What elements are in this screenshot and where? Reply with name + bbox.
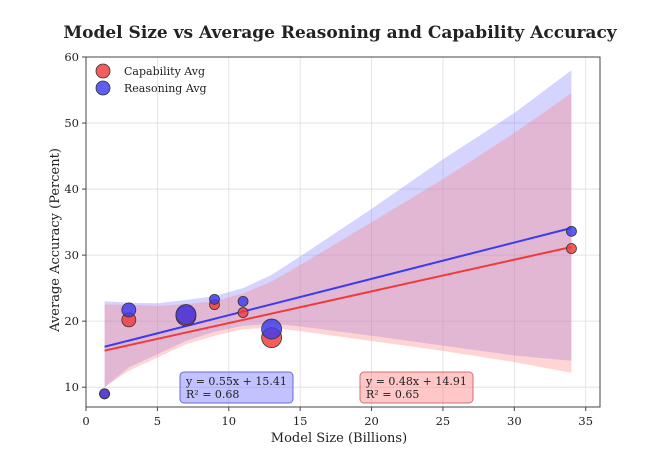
x-tick-label: 5: [154, 414, 161, 428]
axes: [82, 56, 601, 411]
equation-box: [359, 371, 474, 404]
point-capability: [566, 243, 577, 254]
y-tick-label: 50: [64, 116, 79, 130]
r2-text: R² = 0.65: [366, 388, 419, 401]
point-reasoning: [121, 302, 137, 318]
x-tick-label: 30: [507, 414, 522, 428]
y-tick-label: 40: [64, 182, 79, 196]
chart-title: Model Size vs Average Reasoning and Capa…: [63, 23, 617, 43]
x-axis-label: Model Size (Billions): [271, 431, 407, 446]
point-reasoning: [237, 295, 249, 307]
legend-label: Capability Avg: [124, 65, 205, 78]
confidence-band-capability: [104, 93, 572, 388]
fit-line-reasoning: [104, 227, 572, 348]
x-tick-label: 0: [82, 414, 89, 428]
point-reasoning: [99, 388, 110, 400]
equation-box: [179, 371, 294, 404]
point-reasoning: [566, 225, 577, 237]
confidence-band-reasoning: [104, 70, 572, 388]
y-tick-label: 20: [64, 314, 79, 328]
plot-frame: [85, 56, 601, 408]
x-tick-label: 20: [364, 414, 379, 428]
fit-line-capability: [104, 246, 572, 352]
x-tick-label: 10: [221, 414, 236, 428]
confidence-bands: [104, 70, 572, 388]
legend-marker: [95, 63, 111, 79]
point-capability: [237, 307, 249, 318]
y-tick-label: 30: [64, 248, 79, 262]
y-tick-label: 10: [64, 380, 79, 394]
equation-text: y = 0.48x + 14.91: [365, 375, 467, 388]
x-tick-label: 15: [293, 414, 308, 428]
point-reasoning: [261, 318, 283, 340]
r2-text: R² = 0.68: [186, 388, 239, 401]
tick-labels: 0 5 10 15 20 25 30 35 10 20 30 40 50 60: [64, 50, 593, 428]
point-reasoning: [175, 304, 197, 325]
point-reasoning: [209, 293, 220, 305]
x-tick-label: 25: [436, 414, 451, 428]
regression-lines: [104, 227, 572, 352]
data-points: [99, 225, 577, 400]
y-tick-label: 60: [64, 50, 79, 64]
legend-label: Reasoning Avg: [124, 82, 207, 95]
equation-text: y = 0.55x + 15.41: [185, 375, 287, 388]
y-axis-label: Average Accuracy (Percent): [48, 148, 63, 333]
legend-marker: [95, 80, 111, 96]
x-tick-label: 35: [578, 414, 593, 428]
legend: Capability Avg Reasoning Avg: [95, 63, 207, 96]
